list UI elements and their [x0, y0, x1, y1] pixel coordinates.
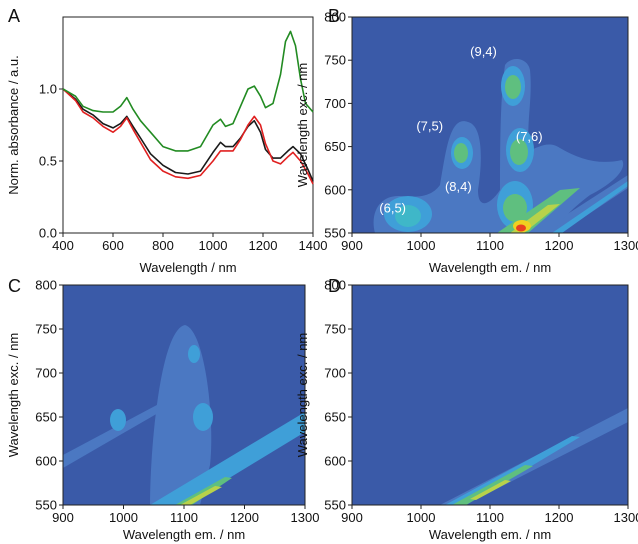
panel-b-scatter-band-inner	[552, 181, 628, 233]
panel-b-letter: B	[328, 6, 340, 26]
panel-d-y-tick-label: 650	[324, 410, 346, 425]
panel-a-x-tick-label: 1000	[199, 238, 228, 253]
panel-b-peak-labels: (6,5) (7,5) (9,4) (8,4) (7,6)	[379, 44, 542, 215]
panel-b-peak-label: (9,4)	[470, 44, 497, 59]
panel-b-ticks: 900 1000 1100 1200 1300 550 600 650 700 750 800	[324, 10, 638, 254]
panel-b-y-tick-label: 650	[324, 139, 346, 154]
panel-c-y-tick-label: 800	[35, 278, 57, 293]
panel-c-rayleigh-band	[150, 412, 305, 505]
panel-c-y-tick-label: 750	[35, 322, 57, 337]
panel-a-letter: A	[8, 6, 20, 26]
panel-c-peak-a	[110, 409, 126, 431]
panel-a-y-tick-label: 1.0	[39, 82, 57, 97]
panel-d-x-label: Wavelength em. / nm	[429, 527, 551, 542]
panel-b: B (6,5	[295, 6, 638, 275]
panel-a-x-tick-label: 1200	[249, 238, 278, 253]
panel-c-rayleigh-hot	[180, 486, 222, 505]
panel-d-y-tick-label: 750	[324, 322, 346, 337]
panel-c-x-tick-label: 900	[52, 510, 74, 525]
panel-c-rayleigh-core	[175, 477, 232, 505]
panel-b-y-tick-label: 600	[324, 182, 346, 197]
panel-b-peak-6-5-core	[395, 205, 421, 227]
panel-d-letter: D	[328, 276, 341, 296]
panel-d-map	[352, 285, 628, 505]
panel-d-scatter-band	[440, 408, 628, 505]
panel-a-x-tick-label: 600	[102, 238, 124, 253]
panel-b-peak-7-6-core	[510, 139, 528, 165]
panel-a-y-tick-label: 0.5	[39, 154, 57, 169]
panel-d-y-tick-label: 550	[324, 498, 346, 513]
panel-b-peak-label: (7,6)	[516, 129, 543, 144]
panel-c-peak-b	[188, 345, 200, 363]
panel-b-peak-8-4-core	[503, 194, 527, 222]
panel-b-peak-7-5-core	[454, 143, 468, 163]
panel-a: A 400 600 800 1000 1200 1400 0.0 0.5 1.0 Wavelen…	[6, 6, 327, 275]
panel-c-scatter-band	[63, 398, 172, 468]
panel-c-map	[63, 285, 305, 505]
panel-b-peak-label: (7,5)	[416, 118, 443, 133]
panel-b-envelope	[373, 58, 624, 233]
panel-a-x-tick-label: 1400	[299, 238, 328, 253]
panel-c-x-tick-label: 1000	[109, 510, 138, 525]
panel-b-map	[352, 17, 628, 233]
panel-c-y-tick-label: 550	[35, 498, 57, 513]
panel-c-envelope	[150, 325, 212, 505]
panel-b-x-label: Wavelength em. / nm	[429, 260, 551, 275]
panel-b-y-tick-label: 550	[324, 226, 346, 241]
panel-d-map-background	[352, 285, 628, 505]
panel-b-y-label: Wavelength exc. / nm	[295, 63, 310, 188]
panel-b-y-tick-label: 700	[324, 96, 346, 111]
panel-a-y-tick-label: 0.0	[39, 226, 57, 241]
panel-c-y-tick-label: 700	[35, 366, 57, 381]
panel-d-x-tick-label: 1100	[476, 510, 504, 525]
panel-a-x-tick-label: 400	[52, 238, 74, 253]
panel-c-y-tick-label: 650	[35, 410, 57, 425]
panel-d-y-tick-label: 700	[324, 366, 346, 381]
panel-a-x-tick-label: 800	[152, 238, 174, 253]
panel-d-y-tick-label: 600	[324, 454, 346, 469]
panel-a-series-line-2	[62, 88, 314, 185]
panel-c: C 900 1000 1100 1200 1300550600650700750800 …	[6, 276, 319, 542]
panel-a-series-line-3	[62, 30, 314, 152]
panel-d-y-tick-label: 800	[324, 278, 346, 293]
panel-b-x-tick-label: 900	[341, 238, 363, 253]
panel-b-peak-label: (6,5)	[379, 200, 406, 215]
panel-c-y-label: Wavelength exc. / nm	[6, 333, 21, 458]
panel-d: D 9001000110012001300550600650700750800 …	[295, 276, 638, 542]
panel-b-y-tick-label: 750	[324, 53, 346, 68]
panel-d-ticks: 900 1000 1100 1200 1300 550 600 650 700 750 800	[324, 278, 638, 526]
panel-d-x-tick-label: 1300	[614, 510, 638, 525]
panel-d-x-tick-label: 1200	[545, 510, 574, 525]
panel-a-x-label: Wavelength / nm	[139, 260, 236, 275]
panel-b-x-tick-label: 1200	[545, 238, 574, 253]
panel-c-peak-c	[193, 403, 213, 431]
panel-d-y-label: Wavelength exc. / nm	[295, 333, 310, 458]
panel-c-y-tick-label: 600	[35, 454, 57, 469]
panel-c-x-tick-label: 1200	[230, 510, 259, 525]
panel-d-rayleigh-hot	[470, 480, 511, 500]
panel-c-x-tick-label: 1100	[170, 510, 198, 525]
panel-d-x-tick-label: 900	[341, 510, 363, 525]
panel-a-ticks: 400 600 800 1000 1200 1400 0.0 0.5 1.0	[39, 82, 328, 254]
panel-d-rayleigh-core	[452, 465, 533, 505]
panel-a-y-label: Norm. absorbance / a.u.	[6, 55, 21, 194]
panel-b-peak-9-4-core	[505, 75, 521, 99]
panel-b-x-tick-label: 1100	[476, 238, 504, 253]
panel-c-x-tick-label: 1300	[291, 510, 320, 525]
panel-d-x-tick-label: 1000	[407, 510, 436, 525]
panel-c-ticks: 900 1000 1100 1200 1300 550 600 650 700 750 800	[35, 278, 319, 526]
panel-b-peak-label: (8,4)	[445, 179, 472, 194]
panel-a-lines	[62, 30, 314, 185]
panel-d-rayleigh-band	[445, 436, 580, 505]
panel-c-letter: C	[8, 276, 21, 296]
panel-a-series-line-1	[62, 88, 314, 182]
panel-b-x-tick-label: 1300	[614, 238, 638, 253]
panel-b-y-tick-label: 800	[324, 10, 346, 25]
panel-b-hotspot-red	[516, 224, 526, 232]
panel-b-x-tick-label: 1000	[407, 238, 436, 253]
panel-c-x-label: Wavelength em. / nm	[123, 527, 245, 542]
